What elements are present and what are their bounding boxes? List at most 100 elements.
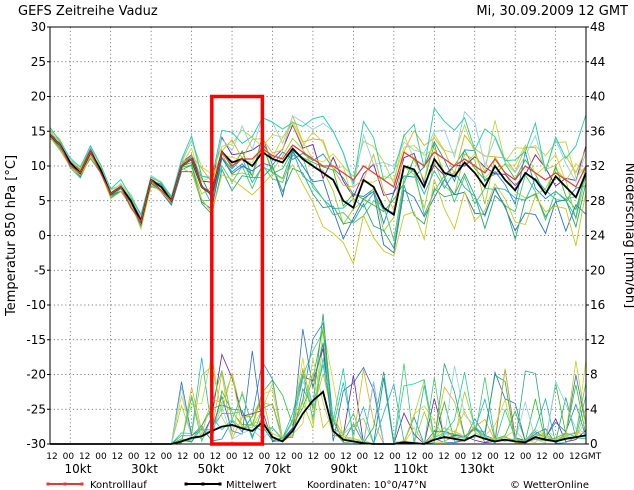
ensemble-temperature-line xyxy=(49,134,587,233)
x-day-tick-label: 110kt xyxy=(393,462,428,476)
y-left-tick-label: -5 xyxy=(34,263,46,277)
control-temperature-line xyxy=(49,134,587,224)
x-hour-tick-label: 00 xyxy=(193,452,205,462)
y-right-tick-label: 16 xyxy=(590,298,605,312)
x-axis-day-labels: 10kt 30kt 50kt 70kt 90kt 110kt 130kt xyxy=(65,462,495,476)
x-hour-tick-label: 12 xyxy=(144,452,155,462)
y-right-tick-label: 28 xyxy=(590,194,605,208)
control-series xyxy=(49,134,587,224)
x-hour-tick-label: 12 xyxy=(504,452,515,462)
x-hour-tick-label: 12 xyxy=(79,452,90,462)
ensemble-temperature-line xyxy=(49,132,587,226)
x-hour-tick-label: 12 xyxy=(275,452,286,462)
legend: Kontrolllauf Mittelwert Koordinaten: 10°… xyxy=(46,480,589,490)
y-left-tick-label: -20 xyxy=(26,368,46,382)
coordinates-label: Koordinaten: 10°0/47°N xyxy=(307,480,426,490)
chart-title-left: GEFS Zeitreihe Vaduz xyxy=(18,4,158,19)
x-hour-tick-label: 12 xyxy=(46,452,57,462)
y-right-tick-label: 8 xyxy=(590,368,598,382)
x-hour-tick-label: 00 xyxy=(63,452,75,462)
x-hour-tick-label: 12 xyxy=(569,452,580,462)
x-hour-tick-label: 00 xyxy=(324,452,336,462)
y-right-tick-label: 32 xyxy=(590,159,605,173)
y-left-tick-label: -10 xyxy=(26,298,46,312)
x-hour-tick-label: 12 xyxy=(308,452,319,462)
y-left-tick-label: -15 xyxy=(26,333,46,347)
highlight-box xyxy=(210,94,265,446)
x-hour-tick-label: 00 xyxy=(553,452,565,462)
y-right-tick-label: 4 xyxy=(590,402,598,416)
y-axis-right-label: Niederschlag [mm/6h] xyxy=(622,163,634,308)
x-day-tick-label: 30kt xyxy=(131,462,158,476)
x-hour-tick-label: 12 xyxy=(210,452,221,462)
x-hour-tick-label: GMT xyxy=(581,452,602,462)
y-left-tick-label: -25 xyxy=(26,402,46,416)
x-hour-tick-label: 00 xyxy=(128,452,140,462)
legend-mean-marker xyxy=(218,482,222,486)
y-left-tick-label: 10 xyxy=(31,159,46,173)
credit-label: © WetterOnline xyxy=(510,480,589,490)
x-hour-tick-label: 12 xyxy=(536,452,547,462)
legend-item-mean: Mittelwert xyxy=(184,480,277,490)
ensemble-temperature-line xyxy=(49,138,587,241)
legend-mean-marker xyxy=(184,482,188,486)
mean-temperature-line xyxy=(49,134,587,225)
chart-title-right: Mi, 30.09.2009 12 GMT xyxy=(476,4,628,19)
x-hour-tick-label: 12 xyxy=(406,452,417,462)
legend-control-marker xyxy=(80,482,84,486)
y-right-tick-label: 20 xyxy=(590,263,605,277)
ensemble-members xyxy=(49,106,587,446)
y-left-tick-label: 0 xyxy=(38,229,46,243)
x-hour-tick-label: 00 xyxy=(226,452,238,462)
ensemble-temperature-line xyxy=(49,123,587,221)
y-right-tick-label: 12 xyxy=(590,333,605,347)
y-right-tick-label: 0 xyxy=(590,437,598,451)
y-left-tick-label: -30 xyxy=(26,437,46,451)
x-hour-tick-label: 12 xyxy=(242,452,253,462)
y-right-tick-label: 40 xyxy=(590,90,605,104)
x-hour-tick-label: 12 xyxy=(438,452,449,462)
x-hour-tick-label: 12 xyxy=(373,452,384,462)
y-left-tick-label: 30 xyxy=(31,20,46,34)
x-axis-hour-labels: 12 00 12 00 12 00 12 00 12 00 12 00 12 00 12 00 12 00 12 00… xyxy=(46,452,601,462)
x-hour-tick-label: 12 xyxy=(471,452,482,462)
x-hour-tick-label: 12 xyxy=(177,452,188,462)
x-day-tick-label: 50kt xyxy=(198,462,225,476)
ensemble-temperature-line xyxy=(49,137,587,266)
legend-mean-marker xyxy=(201,482,205,486)
y-left-tick-label: 25 xyxy=(31,55,46,69)
y-left-tick-label: 15 xyxy=(31,124,46,138)
legend-mean-label: Mittelwert xyxy=(226,480,277,490)
legend-control-marker xyxy=(63,482,67,486)
x-hour-tick-label: 00 xyxy=(291,452,303,462)
x-hour-tick-label: 00 xyxy=(357,452,369,462)
ensemble-temperature-line xyxy=(49,110,587,218)
y-left-tick-label: 5 xyxy=(38,194,46,208)
x-hour-tick-label: 00 xyxy=(487,452,499,462)
grid-lines xyxy=(50,26,586,445)
legend-control-label: Kontrolllauf xyxy=(90,480,147,490)
x-hour-tick-label: 00 xyxy=(161,452,173,462)
x-hour-tick-label: 00 xyxy=(422,452,434,462)
x-hour-tick-label: 00 xyxy=(389,452,401,462)
ensemble-temperature-line xyxy=(49,136,587,254)
y-right-tick-label: 36 xyxy=(590,124,605,138)
legend-control-marker xyxy=(46,482,50,486)
x-day-tick-label: 130kt xyxy=(460,462,495,476)
y-right-tick-label: 44 xyxy=(590,55,605,69)
legend-item-control: Kontrolllauf xyxy=(46,480,147,490)
y-right-tick-label: 48 xyxy=(590,20,605,34)
x-hour-tick-label: 00 xyxy=(259,452,271,462)
x-hour-tick-label: 12 xyxy=(340,452,351,462)
y-left-tick-label: 20 xyxy=(31,90,46,104)
ensemble-temperature-line xyxy=(49,106,587,216)
x-day-tick-label: 90kt xyxy=(331,462,358,476)
x-hour-tick-label: 12 xyxy=(112,452,123,462)
x-day-tick-label: 10kt xyxy=(65,462,92,476)
y-right-tick-label: 24 xyxy=(590,229,605,243)
y-axis-left-label: Temperatur 850 hPa [°C] xyxy=(4,155,19,317)
x-hour-tick-label: 00 xyxy=(455,452,467,462)
x-hour-tick-label: 00 xyxy=(95,452,107,462)
